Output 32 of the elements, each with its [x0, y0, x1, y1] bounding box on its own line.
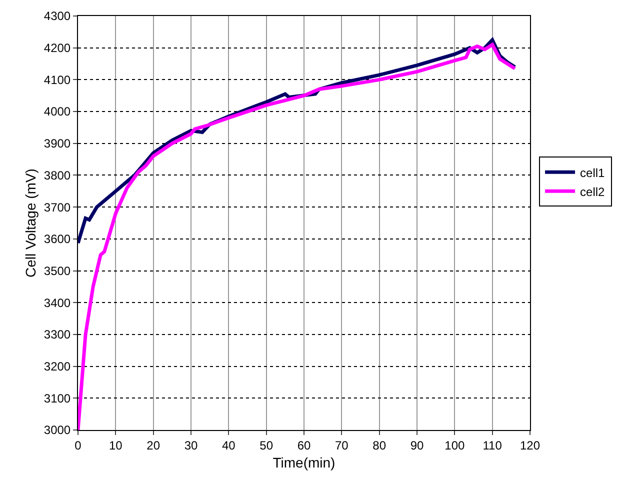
x-tick-label: 20	[146, 438, 160, 452]
y-tick-label: 3100	[44, 391, 71, 406]
y-tick-label: 3400	[44, 296, 71, 310]
x-tick-label: 90	[410, 438, 424, 452]
x-tick-label: 80	[372, 438, 386, 452]
x-tick-label: 70	[334, 438, 349, 452]
y-tick-label: 4200	[44, 41, 71, 56]
y-tick-label: 3000	[44, 423, 71, 438]
y-tick-label: 3800	[44, 168, 71, 182]
y-tick-label: 3700	[44, 200, 71, 214]
y-tick-label: 4000	[44, 104, 71, 119]
x-tick-label: 50	[260, 438, 274, 452]
y-tick-label: 3200	[44, 360, 71, 374]
x-axis-title: Time(min)	[272, 454, 336, 471]
x-tick-label: 100	[444, 438, 465, 452]
y-tick-label: 3900	[44, 136, 71, 151]
y-tick-label: 3600	[44, 232, 71, 246]
x-tick-label: 60	[297, 438, 311, 452]
y-tick-label: 3300	[44, 328, 71, 342]
y-tick-label: 4100	[44, 72, 71, 87]
x-tick-label: 110	[482, 438, 502, 452]
y-tick-label: 4300	[44, 9, 71, 24]
x-tick-label: 10	[108, 438, 123, 452]
x-tick-label: 120	[520, 438, 540, 452]
x-tick-label: 40	[222, 438, 236, 452]
legend-label: cell2	[580, 184, 606, 199]
y-axis-title: Cell Voltage (mV)	[22, 168, 38, 278]
line-series	[78, 42, 517, 430]
x-tick-label: 0	[74, 438, 82, 452]
y-tick-label: 3500	[44, 264, 71, 278]
legend-label: cell1	[580, 166, 606, 180]
x-tick-label: 30	[184, 438, 198, 452]
